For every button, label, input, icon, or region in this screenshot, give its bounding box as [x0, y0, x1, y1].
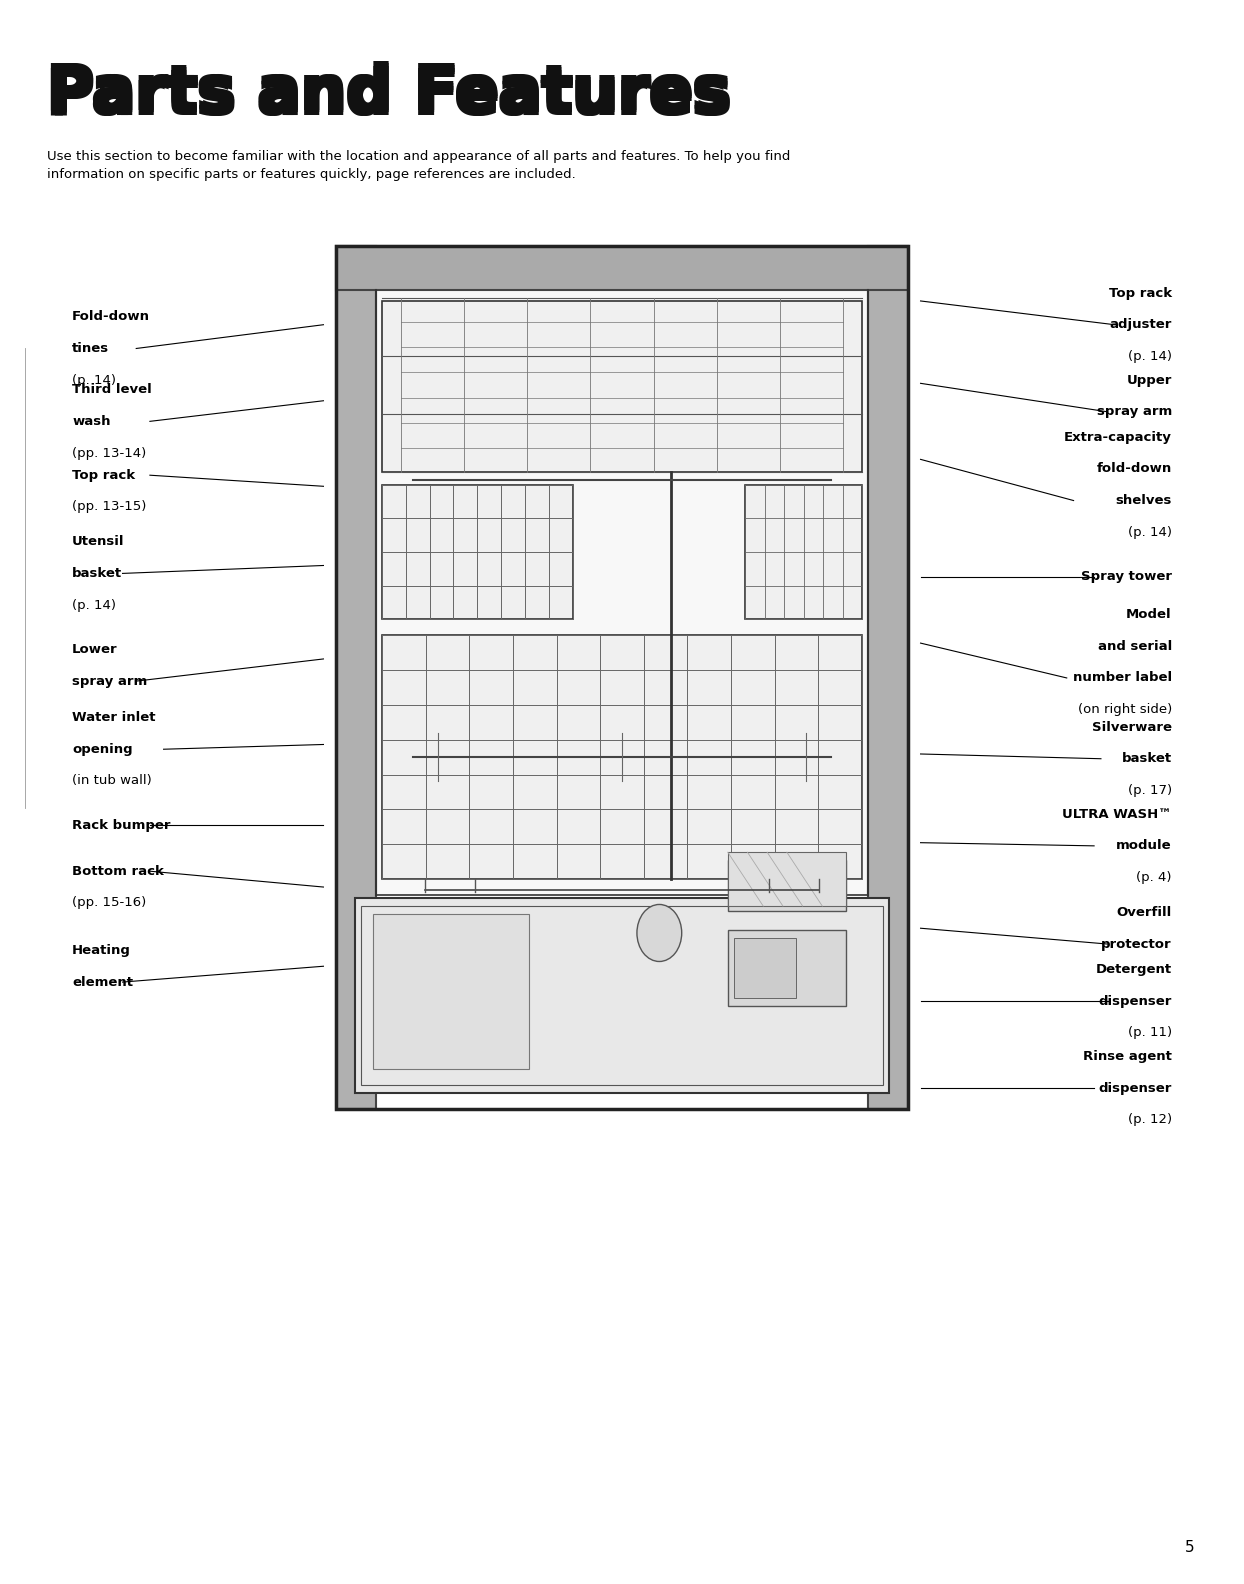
Text: Parts and Features: Parts and Features — [45, 62, 729, 124]
Polygon shape — [868, 246, 908, 1109]
Text: Parts and Features: Parts and Features — [45, 65, 729, 128]
Text: Top rack: Top rack — [1108, 287, 1172, 299]
Text: opening: opening — [72, 743, 133, 756]
Text: Use this section to become familiar with the location and appearance of all part: Use this section to become familiar with… — [47, 150, 791, 182]
Text: (p. 11): (p. 11) — [1128, 1026, 1172, 1039]
Text: number label: number label — [1072, 672, 1172, 684]
Text: ULTRA WASH™: ULTRA WASH™ — [1062, 808, 1172, 821]
Text: (p. 4): (p. 4) — [1136, 871, 1172, 884]
Polygon shape — [336, 246, 908, 290]
Text: adjuster: adjuster — [1110, 318, 1172, 331]
Text: fold-down: fold-down — [1097, 463, 1172, 475]
Text: Parts and Features: Parts and Features — [47, 63, 731, 125]
Text: wash: wash — [72, 415, 111, 428]
Text: (pp. 15-16): (pp. 15-16) — [72, 897, 147, 909]
Text: Water inlet: Water inlet — [72, 711, 156, 724]
Polygon shape — [382, 485, 572, 619]
Text: dispenser: dispenser — [1098, 995, 1172, 1007]
Text: Rinse agent: Rinse agent — [1084, 1050, 1172, 1063]
Text: Fold-down: Fold-down — [72, 310, 151, 323]
Text: (p. 14): (p. 14) — [72, 374, 116, 386]
Circle shape — [637, 904, 682, 961]
Text: basket: basket — [1122, 752, 1172, 765]
Text: (on right side): (on right side) — [1077, 703, 1172, 716]
Polygon shape — [745, 485, 862, 619]
Text: Parts and Features: Parts and Features — [47, 65, 731, 127]
Text: Silverware: Silverware — [1092, 721, 1172, 733]
Text: Bottom rack: Bottom rack — [72, 865, 164, 878]
Text: Top rack: Top rack — [72, 469, 136, 482]
Polygon shape — [355, 898, 889, 1093]
Text: Parts and Features: Parts and Features — [46, 63, 730, 125]
Polygon shape — [728, 852, 846, 906]
Text: Extra-capacity: Extra-capacity — [1064, 431, 1172, 444]
Text: Parts and Features: Parts and Features — [47, 62, 731, 124]
Text: module: module — [1116, 840, 1172, 852]
Text: Lower: Lower — [72, 643, 118, 656]
Text: protector: protector — [1101, 938, 1172, 950]
Text: (p. 14): (p. 14) — [1128, 350, 1172, 363]
Polygon shape — [373, 914, 529, 1069]
Polygon shape — [728, 860, 846, 911]
Text: Parts and Features: Parts and Features — [49, 62, 733, 124]
Text: Parts and Features: Parts and Features — [49, 65, 733, 128]
Text: (pp. 13-14): (pp. 13-14) — [72, 447, 147, 459]
Polygon shape — [382, 301, 862, 472]
Text: Third level: Third level — [72, 383, 152, 396]
Text: Heating: Heating — [72, 944, 131, 957]
Text: (p. 14): (p. 14) — [1128, 526, 1172, 539]
Polygon shape — [728, 930, 846, 1006]
Text: (p. 14): (p. 14) — [72, 599, 116, 611]
Polygon shape — [734, 938, 796, 998]
Text: Rack bumper: Rack bumper — [72, 819, 170, 832]
Text: (pp. 13-15): (pp. 13-15) — [72, 501, 147, 513]
Text: Detergent: Detergent — [1096, 963, 1172, 976]
Polygon shape — [382, 635, 862, 879]
Text: Model: Model — [1126, 608, 1172, 621]
Text: (p. 17): (p. 17) — [1128, 784, 1172, 797]
Text: spray arm: spray arm — [72, 675, 147, 687]
Text: shelves: shelves — [1116, 494, 1172, 507]
Text: Parts and Features: Parts and Features — [49, 63, 733, 125]
Text: Upper: Upper — [1127, 374, 1172, 386]
Text: 5: 5 — [1184, 1541, 1194, 1555]
Polygon shape — [336, 246, 376, 1109]
Text: and serial: and serial — [1097, 640, 1172, 653]
Text: dispenser: dispenser — [1098, 1082, 1172, 1095]
Text: (p. 12): (p. 12) — [1128, 1114, 1172, 1126]
Text: Spray tower: Spray tower — [1081, 570, 1172, 583]
Polygon shape — [376, 290, 868, 895]
Text: element: element — [72, 976, 133, 988]
Text: tines: tines — [72, 342, 109, 355]
Text: Overfill: Overfill — [1117, 906, 1172, 919]
Text: (in tub wall): (in tub wall) — [72, 775, 152, 787]
Text: Utensil: Utensil — [72, 535, 124, 548]
Text: spray arm: spray arm — [1097, 406, 1172, 418]
Text: basket: basket — [72, 567, 122, 580]
